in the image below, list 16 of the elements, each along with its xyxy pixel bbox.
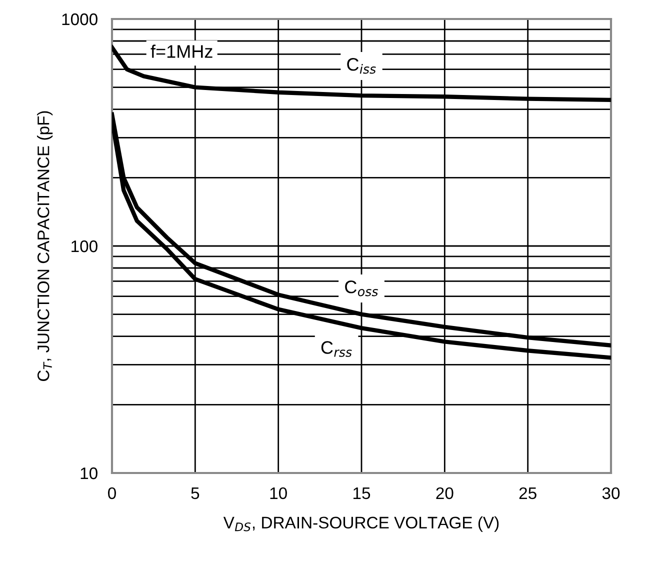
series-label: C$_{oss}$ (345, 280, 378, 296)
x-tick-label: 5 (191, 488, 200, 500)
x-tick-label: 10 (270, 487, 287, 500)
x-tick-label: 25 (519, 487, 536, 500)
series-label: C$_{iss}$ (347, 58, 376, 74)
y-tick-label: 1000 (62, 13, 98, 26)
x-tick-label: 20 (436, 487, 454, 500)
y-tick-label: 100 (72, 240, 98, 252)
x-axis-title: V$_{DS}$, DRAIN-SOURCE VOLTAGE (V) (223, 516, 499, 532)
annotation: f=1MHz (150, 44, 212, 58)
x-tick-label: 15 (354, 488, 370, 500)
x-tick-label: 30 (602, 487, 620, 500)
series-label: C$_{rss}$ (321, 341, 352, 357)
y-axis-title: C$_{T}$, JUNCTION CAPACITANCE (pF) (37, 111, 53, 381)
x-tick-label: 0 (108, 487, 116, 500)
y-tick-label: 10 (80, 467, 98, 480)
